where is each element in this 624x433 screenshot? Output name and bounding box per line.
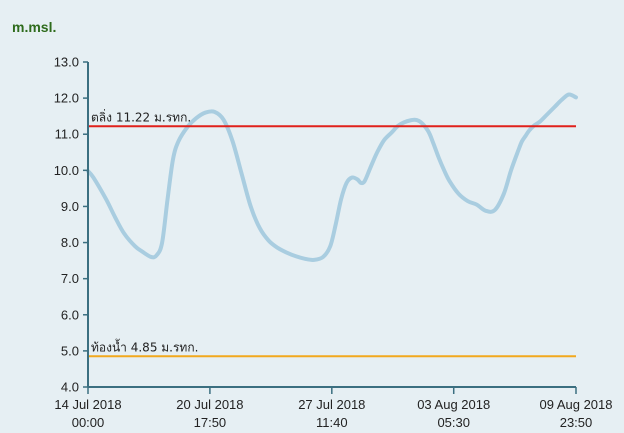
reference-label-riverbed: ท้องน้ำ 4.85 ม.รทก. (91, 338, 198, 354)
unit-label: m.msl. (12, 19, 56, 35)
x-tick-time-label: 00:00 (72, 415, 105, 430)
y-tick-label: 7.0 (61, 271, 79, 286)
y-tick-label: 9.0 (61, 199, 79, 214)
x-ticks: 14 Jul 2018 00:00 20 Jul 2018 17:50 27 Jul 2… (54, 387, 613, 430)
x-tick-date-label: 03 Aug 2018 (417, 397, 490, 412)
x-tick-date-label: 14 Jul 2018 (54, 397, 121, 412)
reference-lines: ตลิ่ง 11.22 ม.รทก. ท้องน้ำ 4.85 ม.รทก. (88, 108, 576, 358)
y-tick-label: 13.0 (54, 55, 79, 70)
x-tick-date-label: 09 Aug 2018 (539, 397, 612, 412)
y-tick-label: 11.0 (55, 127, 79, 142)
x-tick-date-label: 20 Jul 2018 (176, 397, 243, 412)
x-tick-date-label: 27 Jul 2018 (298, 397, 365, 412)
y-tick-label: 5.0 (61, 343, 79, 358)
y-tick-label: 12.0 (54, 91, 79, 106)
series-layer (86, 92, 578, 262)
reference-label-bank: ตลิ่ง 11.22 ม.รทก. (91, 108, 191, 124)
x-tick-time-label: 23:50 (560, 415, 593, 430)
x-tick-time-label: 17:50 (194, 415, 227, 430)
y-ticks: 4.0 5.0 6.0 7.0 8.0 9.0 10.0 11.0 12.0 13.0 (54, 55, 88, 395)
water-level-series-line (86, 92, 578, 262)
x-tick-time-label: 05:30 (437, 415, 470, 430)
y-tick-label: 6.0 (61, 307, 79, 322)
y-tick-label: 10.0 (54, 163, 79, 178)
y-tick-label: 4.0 (61, 380, 79, 395)
x-tick-time-label: 11:40 (316, 415, 348, 430)
y-tick-label: 8.0 (61, 235, 79, 250)
